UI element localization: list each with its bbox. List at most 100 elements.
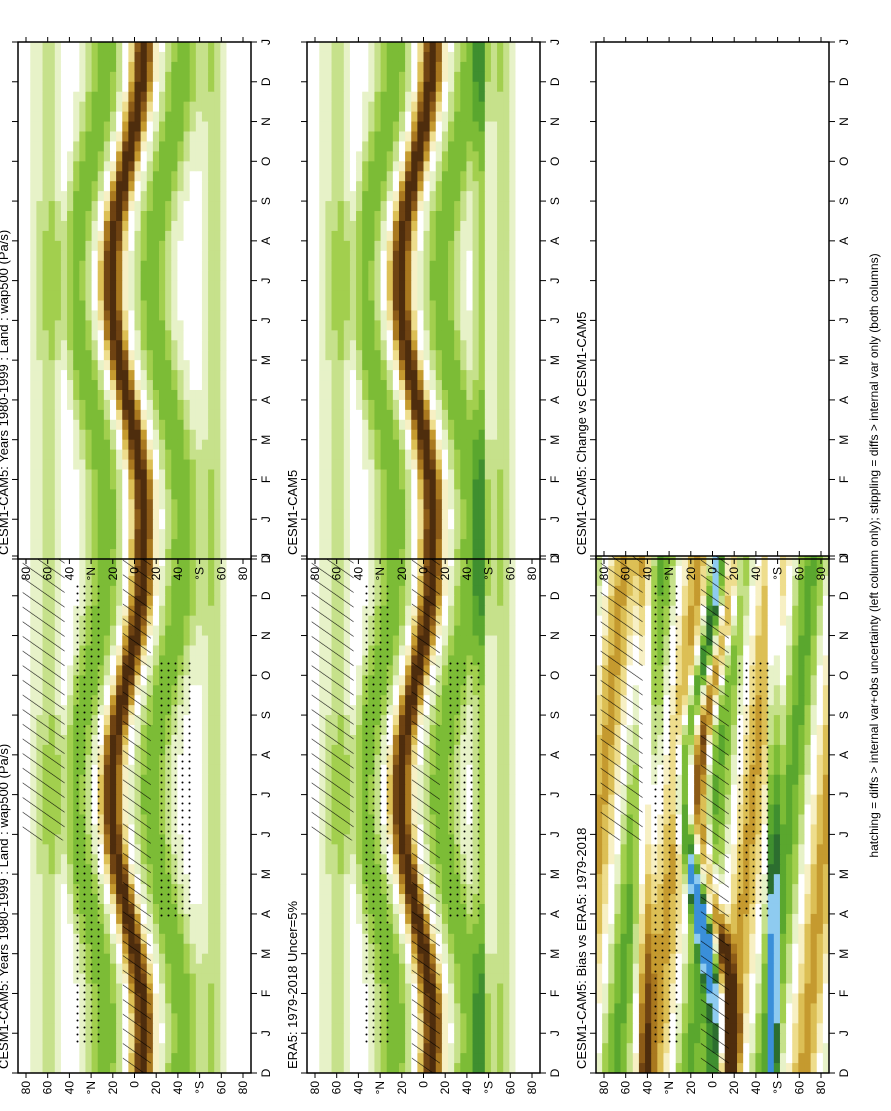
heatmap-cell	[134, 518, 142, 530]
heatmap-cell	[226, 863, 234, 875]
heatmap-cell	[195, 180, 203, 192]
month-tick-label: N	[259, 117, 273, 126]
heatmap-cell	[116, 319, 123, 331]
heatmap-cell	[79, 468, 87, 480]
heatmap-cell	[349, 883, 357, 895]
heatmap-cell	[152, 478, 160, 490]
heatmap-cell	[116, 140, 123, 152]
heatmap-cell	[521, 1042, 529, 1054]
heatmap-cell	[238, 1022, 246, 1034]
heatmap-cell	[208, 565, 215, 576]
heatmap-cell	[171, 111, 179, 122]
heatmap-cell	[122, 439, 129, 450]
heatmap-cell	[521, 893, 529, 904]
heatmap-cell	[109, 784, 117, 795]
heatmap-cell	[42, 349, 50, 361]
heatmap-cell	[134, 538, 142, 550]
heatmap-cell	[48, 498, 56, 510]
heatmap-cell	[319, 982, 326, 994]
heatmap-cell	[509, 1062, 517, 1073]
heatmap-cell	[159, 210, 166, 221]
heatmap-cell	[103, 903, 111, 914]
heatmap-cell	[54, 409, 62, 420]
heatmap-cell	[122, 498, 129, 510]
heatmap-cell	[527, 893, 535, 904]
heatmap-cell	[36, 42, 44, 52]
heatmap-cell	[134, 270, 142, 281]
heatmap-cell	[244, 429, 251, 440]
heatmap-cell	[238, 843, 246, 855]
heatmap-cell	[177, 270, 185, 281]
heatmap-cell	[195, 91, 203, 102]
heatmap-cell	[73, 130, 80, 142]
heatmap-cell	[48, 101, 56, 112]
heatmap-cell	[116, 774, 123, 785]
heatmap-cell	[214, 575, 221, 586]
heatmap-cell	[116, 51, 123, 62]
heatmap-cell	[195, 704, 203, 716]
lat-tick-label: 0	[128, 567, 142, 574]
heatmap-cell	[392, 1032, 400, 1044]
heatmap-cell	[349, 913, 357, 924]
heatmap-cell	[18, 843, 25, 855]
heatmap-cell	[109, 992, 117, 1004]
heatmap-cell	[30, 51, 37, 62]
heatmap-cell	[171, 1012, 179, 1024]
heatmap-cell	[24, 498, 31, 510]
heatmap-cell	[152, 81, 160, 92]
heatmap-cell	[220, 923, 228, 934]
heatmap-cell	[325, 1002, 333, 1014]
heatmap-cell	[67, 200, 74, 212]
heatmap-cell	[208, 130, 215, 142]
heatmap-cell	[18, 458, 25, 470]
heatmap-cell	[171, 210, 179, 221]
heatmap-cell	[244, 91, 251, 102]
heatmap-cell	[109, 833, 117, 845]
heatmap-cell	[405, 1032, 412, 1044]
heatmap-cell	[103, 260, 111, 271]
heatmap-cell	[103, 644, 111, 656]
heatmap-cell	[60, 91, 68, 102]
heatmap-cell	[226, 664, 234, 676]
heatmap-cell	[201, 744, 209, 755]
heatmap-cell	[116, 654, 123, 666]
heatmap-cell	[97, 488, 105, 500]
heatmap-cell	[232, 694, 240, 706]
heatmap-cell	[73, 329, 80, 341]
heatmap-cell	[159, 220, 166, 231]
heatmap-cell	[307, 1062, 314, 1073]
heatmap-cell	[24, 893, 31, 904]
heatmap-cell	[238, 863, 246, 875]
heatmap-cell	[226, 498, 234, 510]
heatmap-cell	[109, 883, 117, 895]
heatmap-cell	[307, 903, 314, 914]
heatmap-cell	[159, 369, 166, 381]
heatmap-cell	[171, 458, 179, 470]
heatmap-cell	[244, 843, 251, 855]
heatmap-cell	[238, 873, 246, 885]
heatmap-cell	[42, 1002, 50, 1014]
heatmap-cell	[533, 1002, 540, 1014]
heatmap-cell	[54, 210, 62, 221]
heatmap-cell	[214, 518, 221, 530]
heatmap-cell	[380, 1062, 388, 1073]
heatmap-cell	[60, 101, 68, 112]
heatmap-cell	[521, 1022, 529, 1034]
heatmap-cell	[460, 963, 468, 974]
heatmap-cell	[97, 528, 105, 540]
heatmap-cell	[97, 399, 105, 410]
heatmap-cell	[152, 309, 160, 321]
heatmap-cell	[356, 823, 363, 835]
heatmap-cell	[30, 429, 37, 440]
heatmap-cell	[48, 1042, 56, 1054]
heatmap-cell	[24, 299, 31, 311]
heatmap-cell	[54, 71, 62, 82]
heatmap-cell	[448, 1022, 455, 1034]
heatmap-cell	[103, 585, 111, 596]
heatmap-cell	[398, 992, 406, 1004]
heatmap-cell	[42, 289, 50, 301]
heatmap-cell	[478, 1052, 486, 1064]
heatmap-cell	[307, 1012, 314, 1024]
heatmap-cell	[103, 280, 111, 291]
heatmap-cell	[220, 498, 228, 510]
